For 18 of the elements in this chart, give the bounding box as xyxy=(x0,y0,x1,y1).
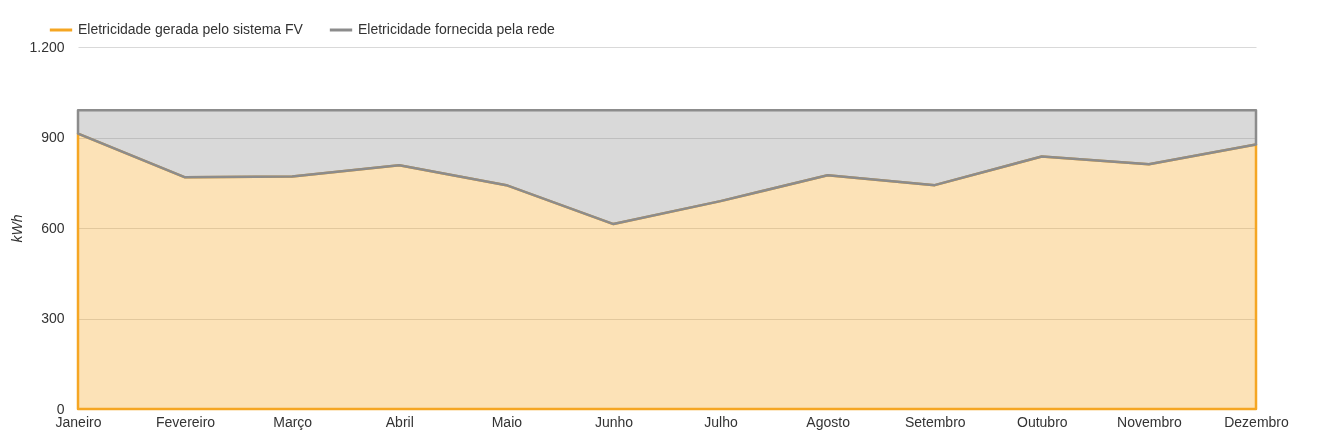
x-tick-label: Fevereiro xyxy=(156,413,216,430)
legend-label: Eletricidade fornecida pela rede xyxy=(358,21,556,37)
x-tick-label: Dezembro xyxy=(1224,413,1289,430)
x-tick-label: Novembro xyxy=(1117,413,1182,430)
x-tick-label: Abril xyxy=(385,413,414,430)
x-tick-label: Agosto xyxy=(806,413,851,430)
x-tick-label: Junho xyxy=(594,413,634,430)
y-tick-label: 1.200 xyxy=(29,38,65,55)
x-tick-label: Março xyxy=(273,413,313,430)
legend-label: Eletricidade gerada pelo sistema FV xyxy=(78,21,304,37)
y-tick-label: 600 xyxy=(41,219,65,236)
y-tick-label: 300 xyxy=(41,310,65,326)
x-tick-label: Julho xyxy=(704,413,738,430)
x-tick-label: Setembro xyxy=(904,413,966,430)
x-tick-label: Maio xyxy=(491,413,523,430)
x-tick-label: Outubro xyxy=(1017,413,1068,430)
y-tick-label: 900 xyxy=(41,129,65,145)
y-axis-title: kWh xyxy=(9,214,26,243)
